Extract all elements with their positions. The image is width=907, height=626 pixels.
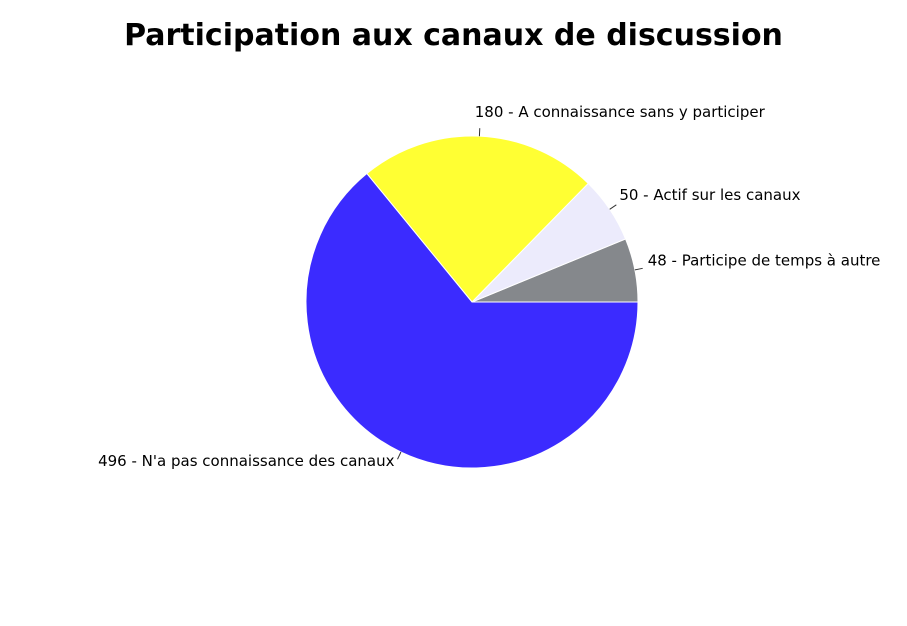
pie-slices [305,135,639,469]
pie-labels: 48 - Participe de temps à autre 50 - Acti… [98,103,880,470]
pie-slice-2 [366,135,589,303]
slice-label-0: 48 - Participe de temps à autre [648,251,881,269]
leader-line-1 [609,204,617,210]
chart-title: Participation aux canaux de discussion [124,18,783,53]
leader-line-0 [634,267,643,271]
slice-label-2: 180 - A connaissance sans y participer [475,103,766,121]
slice-label-3: 496 - N'a pas connaissance des canaux [98,452,395,470]
leader-line-3 [397,451,402,460]
slice-label-1: 50 - Actif sur les canaux [619,186,800,204]
pie-slice-3 [305,172,639,469]
